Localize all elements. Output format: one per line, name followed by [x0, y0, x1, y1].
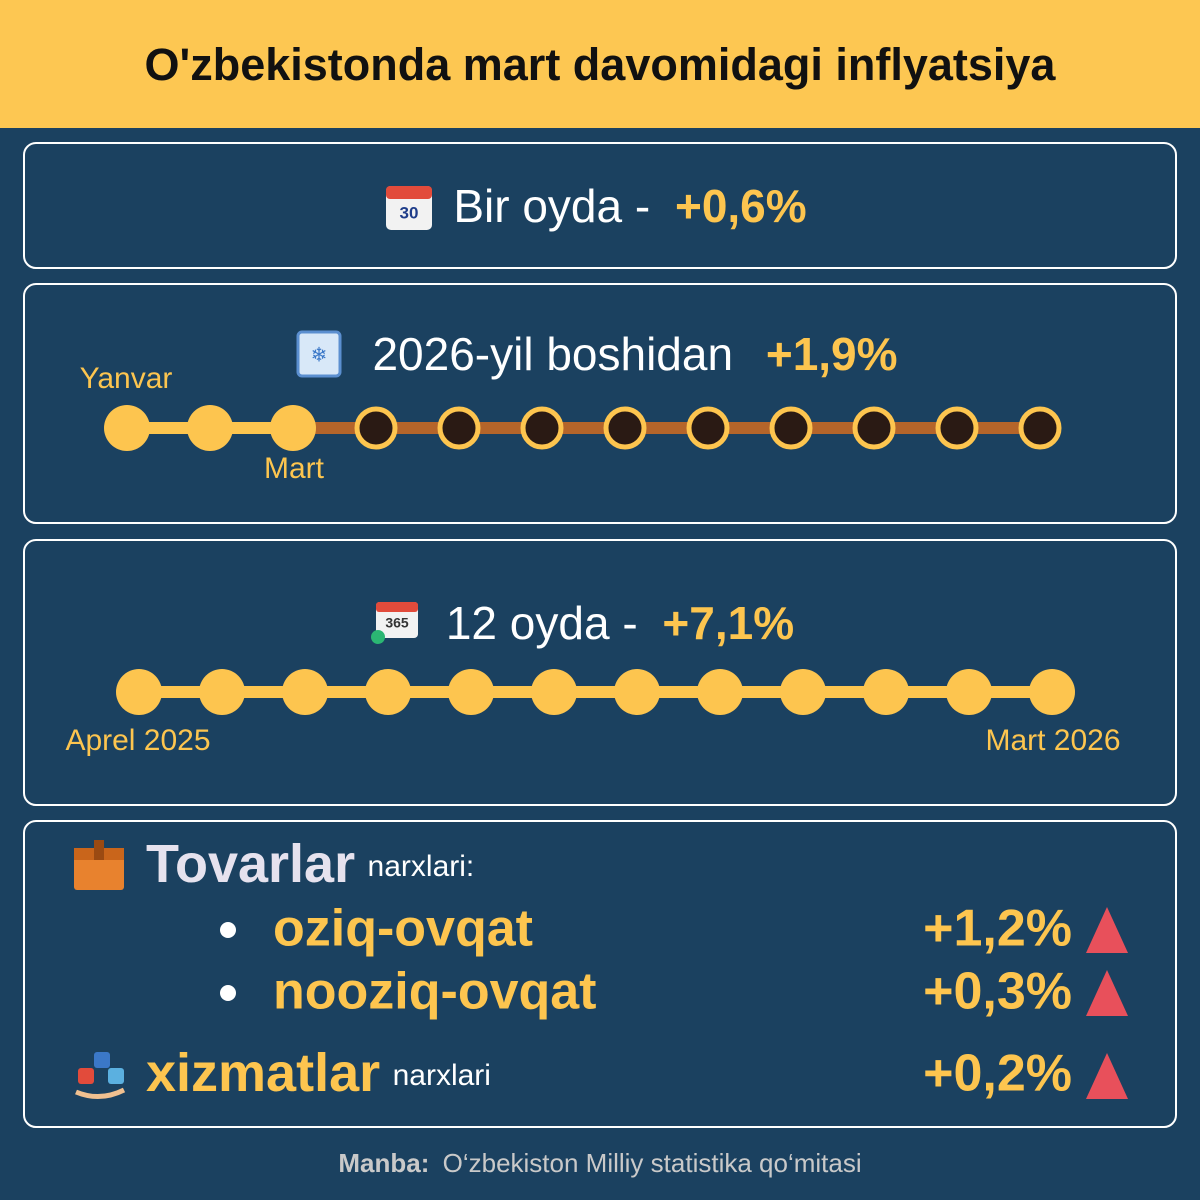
services-value: +0,2%	[923, 1045, 1072, 1103]
timeline-dot	[697, 669, 743, 715]
timeline-dot	[531, 669, 577, 715]
timeline-dot	[769, 406, 813, 450]
timeline-dot	[935, 406, 979, 450]
timeline-dot	[282, 669, 328, 715]
goods-suffix: narxlari:	[368, 850, 475, 883]
source: O‘zbekiston Milliy statistika qo‘mitasi	[443, 1148, 862, 1178]
goods-line: Tovarlar narxlari:	[146, 834, 474, 894]
timeline-dot	[603, 406, 647, 450]
timeline-dot	[116, 669, 162, 715]
twelve-label: 12 oyda -	[446, 597, 638, 649]
timeline-current-label: Mart	[264, 452, 325, 485]
bullet	[220, 985, 236, 1001]
services-title: xizmatlar	[146, 1043, 380, 1103]
up-arrow	[1086, 970, 1128, 1016]
timeline-dot	[520, 406, 564, 450]
timeline-dot	[354, 406, 398, 450]
title: O'zbekistonda mart davomidagi inflyatsiy…	[145, 39, 1057, 90]
services-suffix: narxlari	[393, 1059, 491, 1092]
twelve-line: 12 oyda - +7,1%	[446, 597, 794, 649]
footer: Manba: O‘zbekiston Milliy statistika qo‘…	[338, 1148, 861, 1178]
month-line: Bir oyda - +0,6%	[453, 180, 806, 232]
timeline-dot	[1029, 669, 1075, 715]
header-band	[0, 0, 1200, 128]
svg-text:365: 365	[385, 615, 409, 631]
ytd-line: 2026-yil boshidan +1,9%	[372, 328, 897, 380]
card	[23, 283, 1177, 524]
timeline-dot	[852, 406, 896, 450]
svg-text:30: 30	[400, 203, 419, 222]
timeline-dot	[780, 669, 826, 715]
svg-text:❄: ❄	[311, 344, 328, 366]
ytd-value: +1,9%	[766, 328, 898, 380]
box-icon	[74, 840, 124, 890]
timeline-dot	[614, 669, 660, 715]
timeline-dot	[365, 669, 411, 715]
goods-title: Tovarlar	[146, 834, 355, 894]
timeline-dot	[1018, 406, 1062, 450]
ytd-label: 2026-yil boshidan	[372, 328, 733, 380]
bullet	[220, 922, 236, 938]
timeline	[116, 669, 1075, 715]
source-label: Manba:	[338, 1148, 429, 1178]
card	[23, 539, 1177, 806]
timeline-end-label: Mart 2026	[985, 724, 1120, 757]
up-arrow	[1086, 1053, 1128, 1099]
timeline-dot	[863, 669, 909, 715]
item-label: nooziq-ovqat	[273, 963, 597, 1021]
timeline	[104, 405, 1062, 451]
timeline-dot	[270, 405, 316, 451]
timeline-start-label: Yanvar	[80, 362, 173, 395]
timeline-dot	[104, 405, 150, 451]
timeline-dot	[199, 669, 245, 715]
services-line: xizmatlar narxlari	[146, 1043, 491, 1103]
calendar-icon: 30	[386, 186, 432, 230]
timeline-start-label: Aprel 2025	[65, 724, 210, 757]
services-icon	[75, 1052, 126, 1099]
scroll-icon: ❄	[296, 330, 342, 378]
card	[23, 820, 1177, 1128]
month-label: Bir oyda -	[453, 180, 650, 232]
twelve-value: +7,1%	[662, 597, 794, 649]
month-value: +0,6%	[675, 180, 807, 232]
timeline-dot	[187, 405, 233, 451]
up-arrow	[1086, 907, 1128, 953]
item-value: +1,2%	[923, 900, 1072, 958]
item-label: oziq-ovqat	[273, 900, 533, 958]
calendar-365-icon: 365	[371, 602, 418, 644]
item-value: +0,3%	[923, 963, 1072, 1021]
timeline-dot	[686, 406, 730, 450]
timeline-dot	[448, 669, 494, 715]
card	[23, 142, 1177, 269]
timeline-dot	[437, 406, 481, 450]
timeline-dot	[946, 669, 992, 715]
